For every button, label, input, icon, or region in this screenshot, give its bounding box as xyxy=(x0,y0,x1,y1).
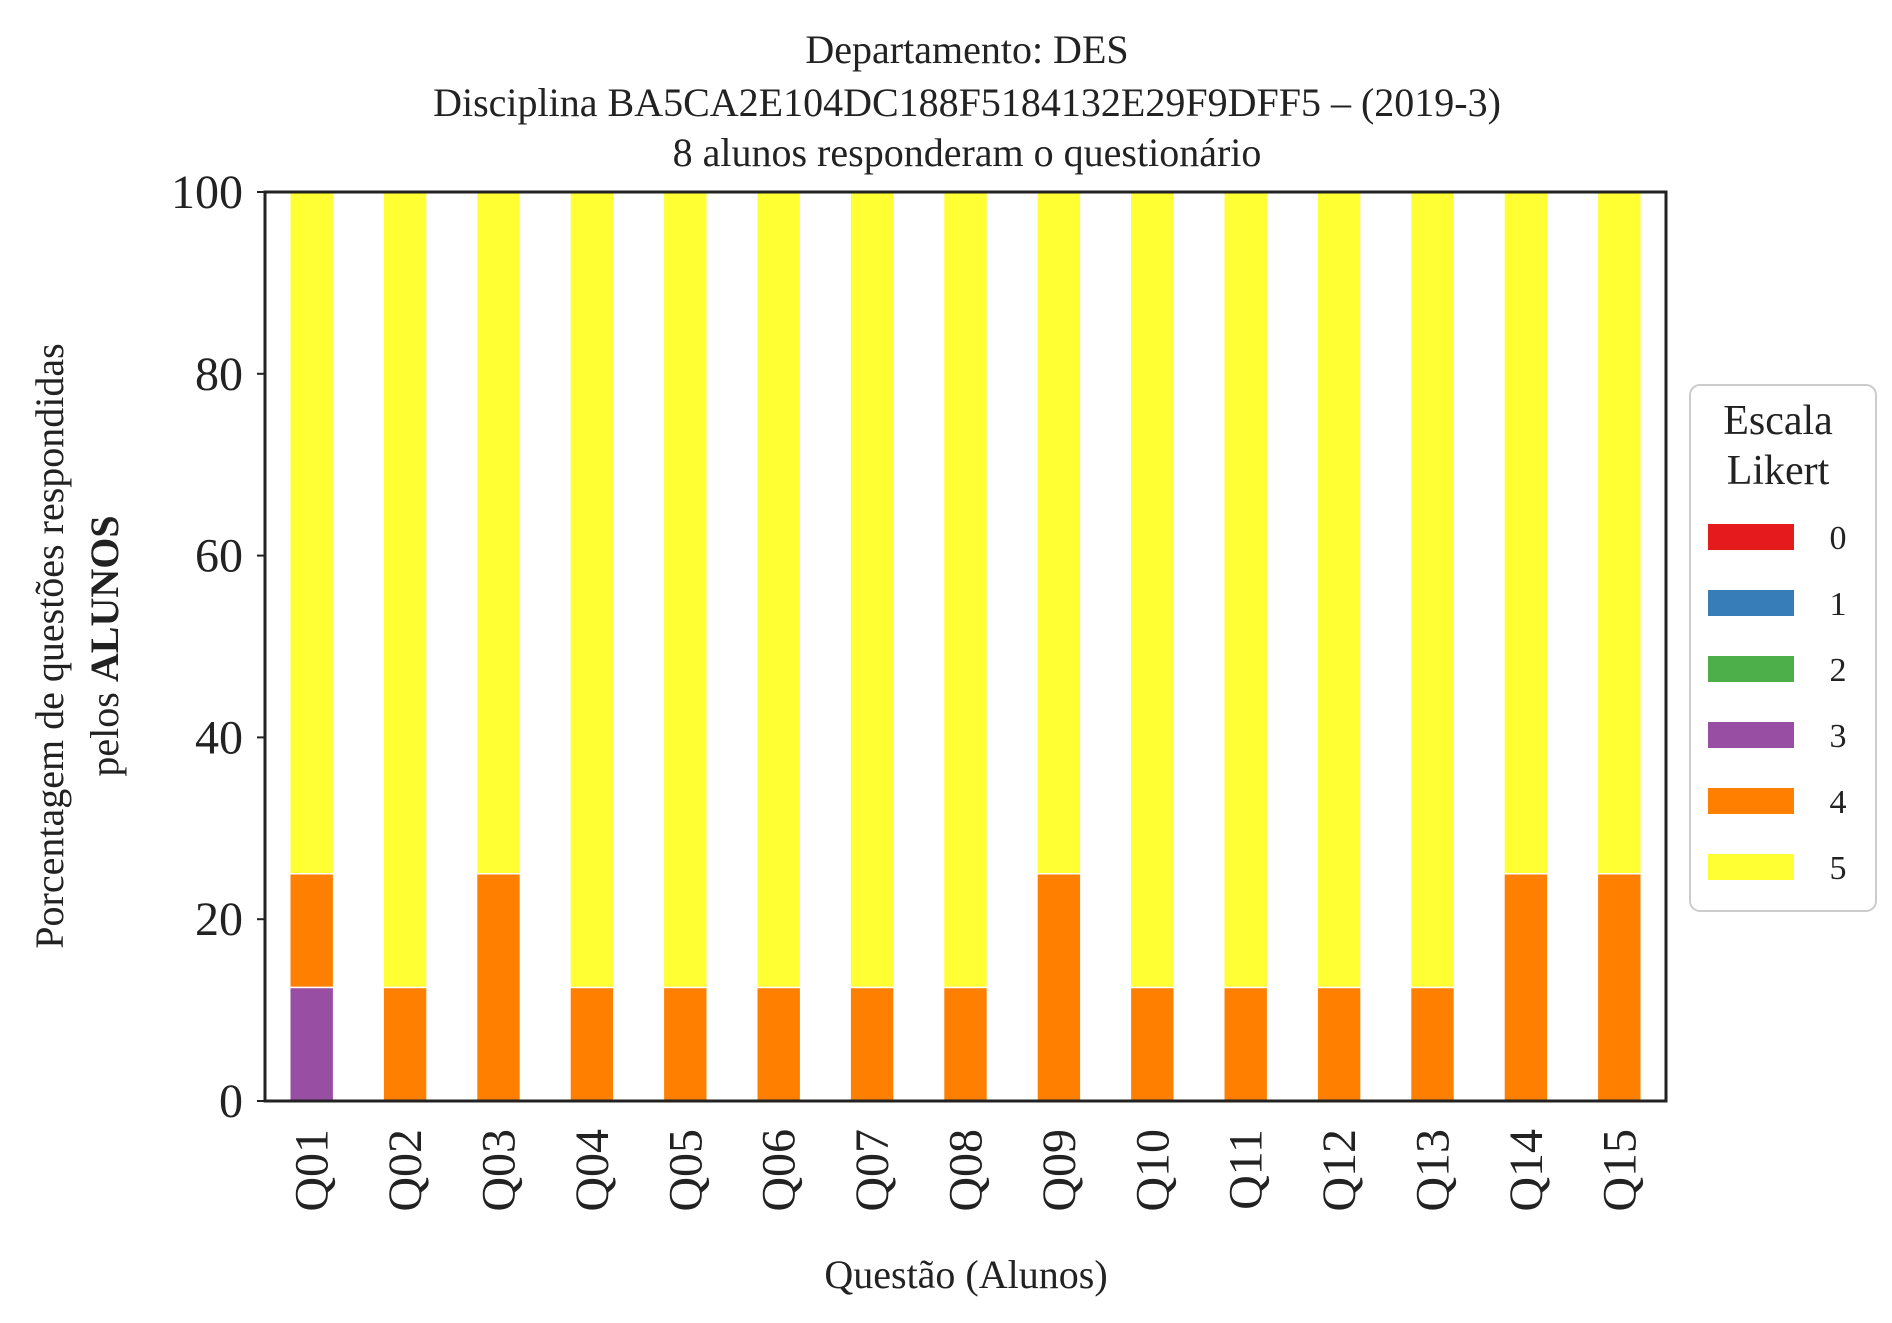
x-axis-label: Questão (Alunos) xyxy=(824,1252,1107,1297)
bar-Q02-scale-5 xyxy=(382,191,428,989)
title-line-3: 8 alunos responderam o questionário xyxy=(673,130,1262,175)
x-tick-label-Q11: Q11 xyxy=(1220,1129,1273,1210)
legend-label-5: 5 xyxy=(1830,850,1847,887)
x-tick-label-Q08: Q08 xyxy=(940,1129,993,1212)
legend-title-line-1: Escala xyxy=(1723,398,1833,444)
bar-Q15-scale-4 xyxy=(1596,873,1642,1102)
legend-swatch-3 xyxy=(1708,722,1794,748)
bar-Q12-scale-5 xyxy=(1316,191,1362,989)
y-tick-label-40: 40 xyxy=(195,711,243,764)
bar-Q01-scale-5 xyxy=(289,191,335,875)
legend-title-line-2: Likert xyxy=(1727,448,1830,494)
bar-Q07-scale-5 xyxy=(849,191,895,989)
bar-Q09-scale-5 xyxy=(1036,191,1082,875)
bar-Q02-scale-4 xyxy=(382,986,428,1102)
x-tick-label-Q12: Q12 xyxy=(1313,1129,1366,1212)
legend-label-4: 4 xyxy=(1830,784,1847,821)
x-tick-label-Q13: Q13 xyxy=(1407,1129,1460,1212)
x-axis-ticks: Q01 Q02 Q03 Q04 Q05 Q06 Q07 Q08 Q09 Q10 Q11 Q12 Q13 Q… xyxy=(286,1129,1647,1212)
y-tick-label-80: 80 xyxy=(195,348,243,401)
bar-Q06-scale-4 xyxy=(756,986,802,1102)
y-axis-label-line-1: Porcentagem de questões respondidas xyxy=(27,343,72,948)
x-tick-label-Q06: Q06 xyxy=(753,1129,806,1212)
legend-items: 0 1 2 3 4 5 xyxy=(1708,520,1847,887)
legend-label-1: 1 xyxy=(1830,586,1847,623)
x-tick-label-Q05: Q05 xyxy=(659,1129,712,1212)
x-tick-label-Q04: Q04 xyxy=(566,1129,619,1212)
bar-Q10-scale-5 xyxy=(1129,191,1175,989)
plot-frame xyxy=(263,190,1668,1103)
x-tick-label-Q14: Q14 xyxy=(1500,1129,1553,1212)
legend-swatch-5 xyxy=(1708,854,1794,880)
bar-Q07-scale-4 xyxy=(849,986,895,1102)
bar-Q03-scale-4 xyxy=(475,873,522,1102)
bar-Q14-scale-5 xyxy=(1503,191,1549,875)
bar-Q10-scale-4 xyxy=(1129,986,1175,1102)
legend-swatch-2 xyxy=(1708,656,1794,682)
bar-Q11-scale-5 xyxy=(1223,191,1269,989)
chart-title: Departamento: DES Disciplina BA5CA2E104D… xyxy=(433,27,1501,175)
bar-Q04-scale-5 xyxy=(569,191,615,989)
x-tick-label-Q02: Q02 xyxy=(379,1129,432,1212)
legend-label-3: 3 xyxy=(1830,718,1847,755)
bar-Q12-scale-4 xyxy=(1316,986,1362,1102)
bars xyxy=(289,191,1642,1102)
legend-label-0: 0 xyxy=(1830,520,1847,557)
y-tick-label-100: 100 xyxy=(171,166,243,219)
bar-Q13-scale-5 xyxy=(1409,191,1456,989)
x-tick-label-Q01: Q01 xyxy=(286,1129,339,1212)
legend-swatch-1 xyxy=(1708,590,1794,616)
bar-Q03-scale-5 xyxy=(475,191,522,875)
y-axis-label-bold: ALUNOS xyxy=(82,515,127,682)
y-axis-ticks: 0 20 40 60 80 100 xyxy=(171,166,265,1128)
title-line-2: Disciplina BA5CA2E104DC188F5184132E29F9D… xyxy=(433,80,1501,125)
y-tick-label-0: 0 xyxy=(219,1075,243,1128)
x-tick-label-Q07: Q07 xyxy=(846,1129,899,1212)
bar-Q04-scale-4 xyxy=(569,986,615,1102)
legend: Escala Likert 0 1 2 3 4 5 xyxy=(1689,384,1877,912)
legend-swatch-0 xyxy=(1708,524,1794,550)
bar-Q01-scale-4 xyxy=(289,873,335,989)
bar-Q14-scale-4 xyxy=(1503,873,1549,1102)
bar-Q05-scale-4 xyxy=(662,986,708,1102)
bar-Q05-scale-5 xyxy=(662,191,708,989)
bar-Q11-scale-4 xyxy=(1223,986,1269,1102)
bar-Q09-scale-4 xyxy=(1036,873,1082,1102)
y-tick-label-20: 20 xyxy=(195,893,243,946)
bar-Q01-scale-3 xyxy=(289,986,335,1102)
bar-Q06-scale-5 xyxy=(756,191,802,989)
bar-Q08-scale-4 xyxy=(942,986,989,1102)
legend-swatch-4 xyxy=(1708,788,1794,814)
y-tick-label-60: 60 xyxy=(195,530,243,583)
bar-Q13-scale-4 xyxy=(1409,986,1456,1102)
title-line-1: Departamento: DES xyxy=(805,27,1128,72)
y-axis-label-prefix: pelos xyxy=(82,682,127,776)
x-tick-label-Q03: Q03 xyxy=(473,1129,526,1212)
bar-Q15-scale-5 xyxy=(1596,191,1642,875)
legend-frame xyxy=(1689,384,1877,912)
x-tick-label-Q09: Q09 xyxy=(1033,1129,1086,1212)
y-axis-label-line-2: pelos ALUNOS xyxy=(82,515,127,776)
y-axis-label: Porcentagem de questões respondidas pelo… xyxy=(27,343,127,948)
x-tick-label-Q15: Q15 xyxy=(1593,1129,1646,1212)
legend-label-2: 2 xyxy=(1830,652,1847,689)
x-tick-label-Q10: Q10 xyxy=(1126,1129,1179,1212)
bar-Q08-scale-5 xyxy=(942,191,989,989)
